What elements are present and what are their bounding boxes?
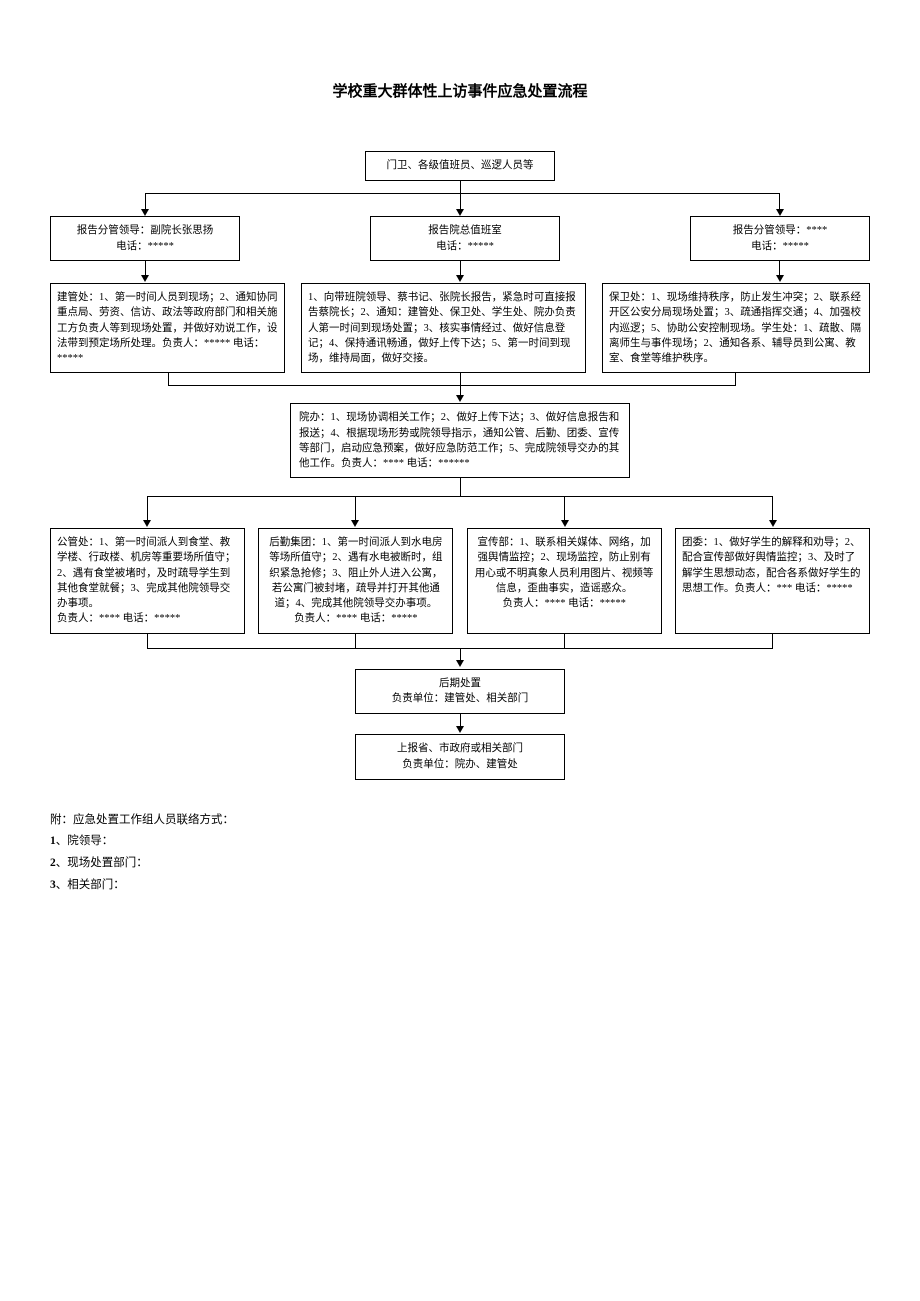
footer-num: 3 bbox=[50, 879, 56, 891]
node-baowei: 保卫处：1、现场维持秩序，防止发生冲突；2、联系经开区公安分局现场处置；3、疏通… bbox=[602, 283, 870, 373]
node-report-duty: 报告院总值班室 电话：***** bbox=[370, 216, 560, 262]
text-line: 负责单位：建管处、相关部门 bbox=[360, 691, 560, 707]
node-top: 门卫、各级值班员、巡逻人员等 bbox=[365, 151, 555, 181]
row-6: 后期处置 负责单位：建管处、相关部门 bbox=[50, 669, 870, 715]
row-top: 门卫、各级值班员、巡逻人员等 bbox=[50, 151, 870, 181]
text-line: 后期处置 bbox=[360, 676, 560, 692]
footer-item: 3、相关部门： bbox=[50, 875, 870, 897]
connector-split-1 bbox=[50, 181, 870, 216]
footer: 附：应急处置工作组人员联络方式： 11、院领导：、院领导： 2、现场处置部门： … bbox=[50, 810, 870, 897]
node-report-leader-left: 报告分管领导：副院长张思扬 电话：***** bbox=[50, 216, 240, 262]
text-line: 报告院总值班室 bbox=[375, 223, 555, 239]
node-jianguan: 建管处：1、第一时间人员到现场；2、通知协同重点局、劳资、信访、政法等政府部门和… bbox=[50, 283, 285, 373]
connector-2-3 bbox=[50, 261, 870, 283]
row-3: 建管处：1、第一时间人员到现场；2、通知协同重点局、劳资、信访、政法等政府部门和… bbox=[50, 283, 870, 373]
node-tuanwei: 团委：1、做好学生的解释和劝导；2、配合宣传部做好舆情监控；3、及时了解学生思想… bbox=[675, 528, 870, 633]
footer-item: 11、院领导：、院领导： bbox=[50, 831, 870, 853]
footer-num: 2 bbox=[50, 857, 56, 869]
row-7: 上报省、市政府或相关部门 负责单位：院办、建管处 bbox=[50, 734, 870, 780]
connector-merge-1 bbox=[50, 373, 870, 403]
text-line: 上报省、市政府或相关部门 bbox=[360, 741, 560, 757]
node-gongguan: 公管处：1、第一时间派人到食堂、教学楼、行政楼、机房等重要场所值守；2、遇有食堂… bbox=[50, 528, 245, 633]
node-report-leader-right: 报告分管领导：**** 电话：***** bbox=[690, 216, 870, 262]
footer-num: 1 bbox=[50, 835, 56, 847]
connector-split-2 bbox=[50, 478, 870, 528]
text-line: 报告分管领导：**** bbox=[695, 223, 865, 239]
row-2: 报告分管领导：副院长张思扬 电话：***** 报告院总值班室 电话：***** … bbox=[50, 216, 870, 262]
text-line: 电话：***** bbox=[55, 239, 235, 255]
flowchart: 门卫、各级值班员、巡逻人员等 报告分管领导：副院长张思扬 电话：***** 报告… bbox=[50, 151, 870, 780]
text-line: 电话：***** bbox=[695, 239, 865, 255]
node-houqi: 后期处置 负责单位：建管处、相关部门 bbox=[355, 669, 565, 715]
footer-item: 2、现场处置部门： bbox=[50, 853, 870, 875]
text-line: 报告分管领导：副院长张思扬 bbox=[55, 223, 235, 239]
connector-6-7 bbox=[50, 714, 870, 734]
connector-merge-2 bbox=[50, 634, 870, 669]
node-shangbao: 上报省、市政府或相关部门 负责单位：院办、建管处 bbox=[355, 734, 565, 780]
page-title: 学校重大群体性上访事件应急处置流程 bbox=[50, 80, 870, 101]
text-line: 负责单位：院办、建管处 bbox=[360, 757, 560, 773]
row-5: 公管处：1、第一时间派人到食堂、教学楼、行政楼、机房等重要场所值守；2、遇有食堂… bbox=[50, 528, 870, 633]
text-line: 电话：***** bbox=[375, 239, 555, 255]
node-yuanban: 院办：1、现场协调相关工作；2、做好上传下达；3、做好信息报告和报送；4、根据现… bbox=[290, 403, 630, 478]
row-4: 院办：1、现场协调相关工作；2、做好上传下达；3、做好信息报告和报送；4、根据现… bbox=[50, 403, 870, 478]
node-duty-detail: 1、向带班院领导、蔡书记、张院长报告，紧急时可直接报告蔡院长；2、通知：建管处、… bbox=[301, 283, 586, 373]
node-houqin: 后勤集团：1、第一时间派人到水电房等场所值守；2、遇有水电被断时，组织紧急抢修；… bbox=[258, 528, 453, 633]
footer-header: 附：应急处置工作组人员联络方式： bbox=[50, 810, 870, 832]
node-xuanchuan: 宣传部：1、联系相关媒体、网络，加强舆情监控；2、现场监控，防止别有用心或不明真… bbox=[467, 528, 662, 633]
